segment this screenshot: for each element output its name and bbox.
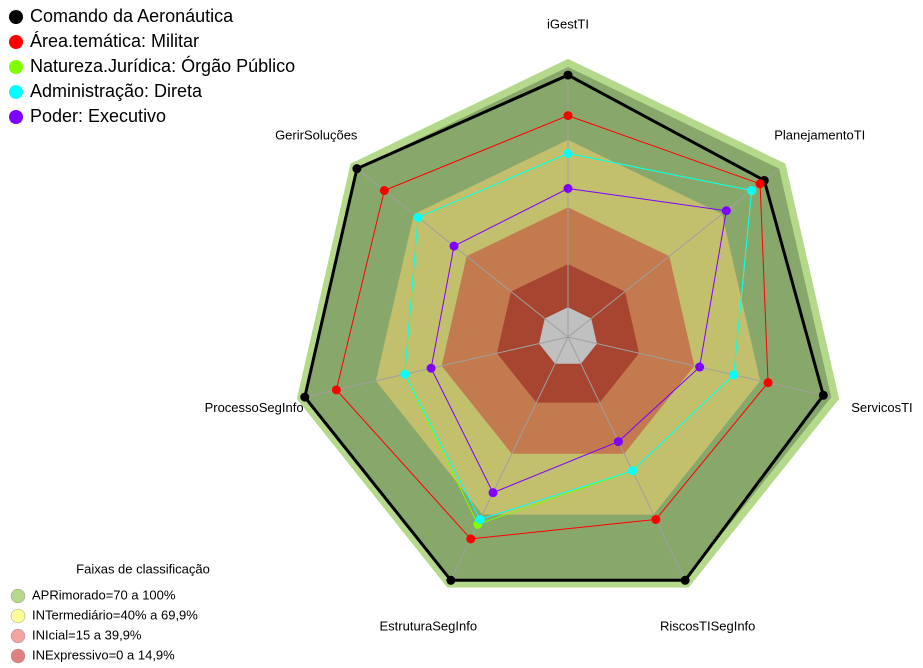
series-line	[303, 73, 825, 582]
band-legend-label: INTermediário=40% a 69,9%	[32, 607, 198, 622]
data-point	[755, 179, 765, 189]
data-point	[426, 363, 436, 373]
spoke	[567, 336, 686, 581]
data-point	[695, 362, 705, 372]
data-point	[352, 164, 362, 174]
legend-marker	[9, 35, 23, 49]
spoke	[356, 168, 569, 338]
spoke	[567, 168, 780, 338]
data-point	[627, 466, 637, 476]
data-point	[563, 148, 573, 158]
band-legend-marker	[10, 628, 26, 644]
series-line	[404, 152, 753, 521]
data-point	[563, 184, 573, 193]
series-line	[430, 187, 727, 494]
data-point	[466, 534, 476, 544]
data-point	[446, 575, 456, 585]
data-point	[563, 111, 573, 121]
legend-marker	[9, 110, 23, 124]
data-point	[747, 186, 757, 196]
axis-label: GerirSoluções	[275, 128, 358, 143]
legend-label: Administração: Direta	[30, 81, 203, 101]
data-point	[379, 186, 389, 196]
data-point	[721, 206, 731, 216]
data-point	[331, 385, 341, 395]
legend-label: Área.temática: Militar	[30, 31, 199, 51]
axis-label: ProcessoSegInfo	[205, 400, 304, 415]
data-point	[729, 370, 739, 380]
axis-label: RiscosTISegInfo	[660, 619, 755, 634]
data-point	[413, 212, 423, 222]
data-point	[763, 378, 773, 388]
data-point	[680, 575, 690, 585]
data-point	[818, 390, 828, 400]
legend-label: Natureza.Jurídica: Órgão Público	[30, 55, 295, 76]
spoke	[304, 336, 569, 398]
axis-label: EstruturaSegInfo	[380, 619, 478, 634]
legend-marker	[9, 10, 23, 24]
legend-label: Comando da Aeronáutica	[30, 6, 234, 26]
axis-label: ServicosTI	[851, 400, 912, 415]
band-legend-title: Faixas de classificação	[76, 561, 210, 576]
legend-label: Poder: Executivo	[30, 106, 166, 126]
data-point	[651, 514, 661, 524]
data-point	[613, 437, 623, 447]
band-legend-marker	[10, 588, 26, 604]
series-line	[335, 115, 769, 540]
band-legend-label: APRimorado=70 a 100%	[32, 587, 176, 602]
data-point	[475, 514, 485, 524]
data-point	[400, 369, 410, 379]
axis-label: PlanejamentoTI	[774, 128, 865, 143]
band-legend-marker	[10, 608, 26, 624]
band-legend-label: INExpressivo=0 a 14,9%	[32, 647, 175, 662]
band-legend-label: INIcial=15 a 39,9%	[32, 627, 142, 642]
data-point	[488, 488, 498, 498]
legend-marker	[9, 60, 23, 74]
axis-label: iGestTI	[547, 16, 589, 31]
data-point	[449, 241, 459, 251]
legend-marker	[9, 85, 23, 99]
data-point	[300, 392, 310, 402]
band-legend-marker	[10, 648, 26, 664]
data-point	[563, 70, 573, 80]
